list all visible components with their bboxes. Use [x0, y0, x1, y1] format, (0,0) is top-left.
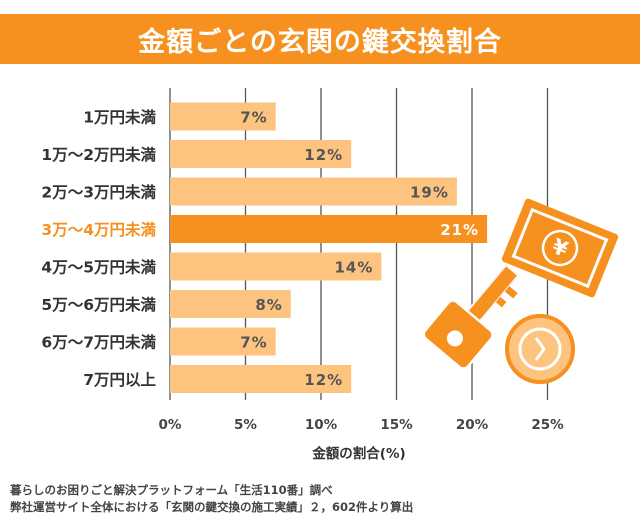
value-label: 8%: [255, 296, 282, 314]
value-label: 21%: [440, 221, 479, 239]
value-label: 7%: [240, 109, 267, 127]
value-label: 12%: [304, 146, 343, 164]
illustration: ¥: [422, 198, 619, 384]
value-label: 14%: [334, 259, 373, 277]
x-tick-label: 10%: [305, 417, 338, 433]
key-icon: [422, 263, 520, 370]
category-label: 7万円以上: [83, 371, 156, 389]
x-tick-label: 20%: [456, 417, 489, 433]
x-tick-label: 25%: [531, 417, 564, 433]
source-line-2: 弊社運営サイト全体における「玄関の鍵交換の施工実績」２，602件より算出: [10, 500, 414, 514]
value-label: 19%: [410, 184, 449, 202]
bar-7: [170, 327, 276, 356]
bar-3: [170, 177, 457, 206]
category-label: 1万円未満: [83, 108, 156, 127]
category-label: 1万～2万円未満: [41, 145, 156, 164]
category-label: 6万～7万円未満: [41, 333, 156, 352]
labels: 0% 5% 10% 15% 20% 25% 1万円未満 7% 1万～2万円未満 12% 2万～3万円…: [41, 108, 564, 434]
category-label: 4万～5万円未満: [41, 258, 156, 277]
bar-5: [170, 252, 382, 281]
coin-icon: [505, 314, 575, 384]
x-tick-label: 0%: [159, 417, 182, 433]
bar-4: [170, 215, 488, 243]
chart-title: 金額ごとの玄関の鍵交換割合: [138, 26, 502, 58]
title-banner: 金額ごとの玄関の鍵交換割合: [0, 14, 640, 64]
category-label: 2万～3万円未満: [41, 183, 156, 202]
value-label: 12%: [304, 371, 343, 389]
value-label: 7%: [240, 334, 267, 352]
bar-8: [170, 365, 352, 393]
bar-1: [170, 102, 276, 131]
bar-6: [170, 290, 291, 318]
yen-bill-icon: ¥: [501, 198, 619, 298]
bars: [170, 102, 488, 393]
category-label: 5万～6万円未満: [41, 295, 156, 314]
category-label: 3万～4万円未満: [41, 220, 156, 239]
x-axis-title: 金額の割合(%): [311, 445, 405, 462]
x-tick-label: 15%: [380, 417, 413, 433]
bar-2: [170, 140, 352, 168]
x-tick-label: 5%: [234, 417, 257, 433]
source-line-1: 暮らしのお困りごと解決プラットフォーム「生活110番」調べ: [10, 483, 333, 497]
source-note: 暮らしのお困りごと解決プラットフォーム「生活110番」調べ 弊社運営サイト全体に…: [10, 482, 413, 516]
